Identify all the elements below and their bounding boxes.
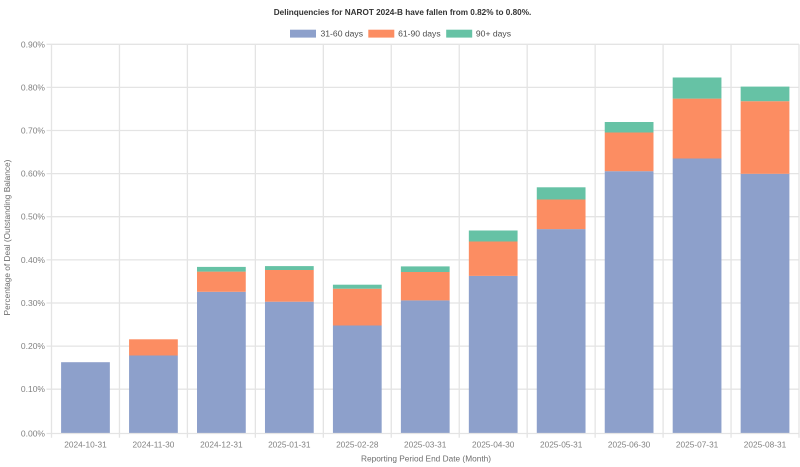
svg-text:2025-06-30: 2025-06-30 [608, 440, 651, 450]
svg-text:0.60%: 0.60% [21, 169, 46, 179]
svg-text:2025-02-28: 2025-02-28 [336, 440, 379, 450]
svg-text:2024-11-30: 2024-11-30 [132, 440, 174, 450]
svg-text:Reporting Period End Date (Mon: Reporting Period End Date (Month) [361, 453, 491, 463]
svg-text:2024-12-31: 2024-12-31 [200, 440, 243, 450]
svg-text:2025-05-31: 2025-05-31 [540, 440, 583, 450]
svg-text:2025-07-31: 2025-07-31 [676, 440, 719, 450]
svg-text:31-60 days: 31-60 days [321, 28, 364, 38]
svg-text:61-90 days: 61-90 days [398, 28, 441, 38]
svg-text:Delinquencies for NAROT 2024-B: Delinquencies for NAROT 2024-B have fall… [274, 8, 532, 17]
svg-text:0.20%: 0.20% [21, 341, 46, 351]
svg-text:2025-08-31: 2025-08-31 [744, 440, 787, 450]
svg-text:Percentage of Deal (Outstandin: Percentage of Deal (Outstanding Balance) [2, 159, 12, 315]
svg-text:0.40%: 0.40% [21, 255, 46, 265]
svg-text:2024-10-31: 2024-10-31 [64, 440, 107, 450]
svg-text:0.90%: 0.90% [21, 39, 46, 49]
svg-text:0.80%: 0.80% [21, 82, 46, 92]
svg-text:0.10%: 0.10% [21, 384, 46, 394]
svg-text:0.70%: 0.70% [21, 126, 46, 136]
svg-text:2025-03-31: 2025-03-31 [404, 440, 447, 450]
svg-text:2025-01-31: 2025-01-31 [268, 440, 311, 450]
svg-text:90+ days: 90+ days [476, 28, 511, 38]
svg-text:0.30%: 0.30% [21, 298, 46, 308]
svg-text:0.50%: 0.50% [21, 212, 46, 222]
svg-text:2025-04-30: 2025-04-30 [472, 440, 515, 450]
svg-text:0.00%: 0.00% [21, 429, 46, 439]
